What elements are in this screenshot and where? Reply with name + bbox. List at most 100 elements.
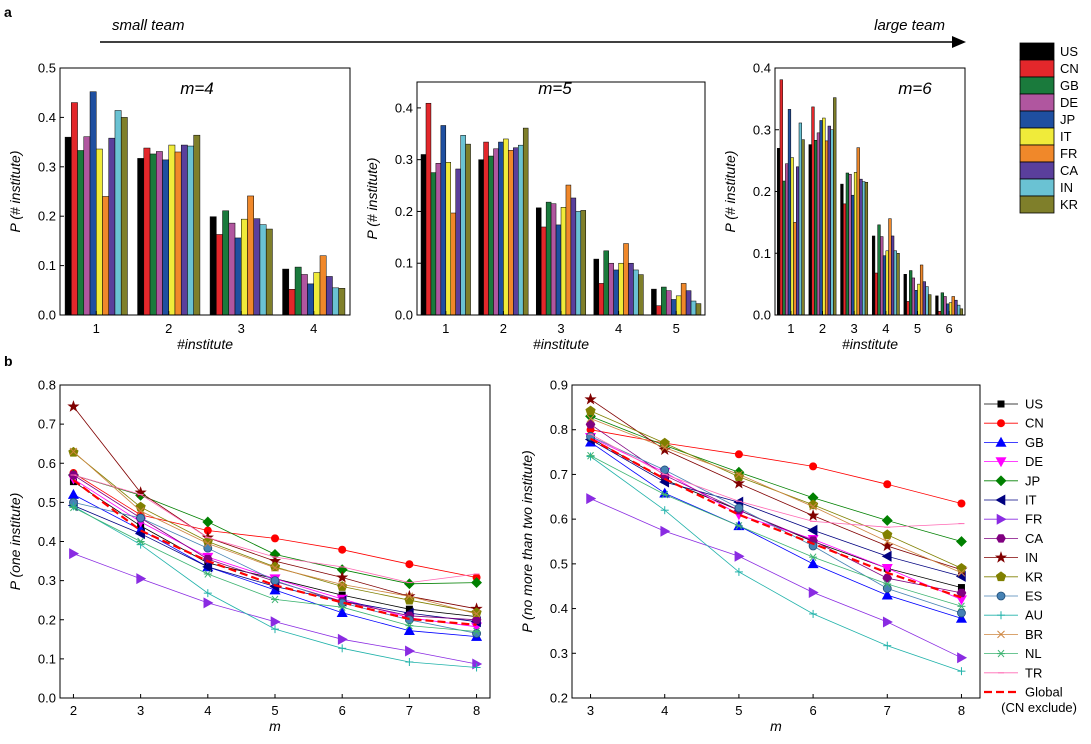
legend-marker-NL xyxy=(997,649,1005,658)
bar-legend-label-GB: GB xyxy=(1060,78,1079,93)
legend-label-ES: ES xyxy=(1025,589,1043,604)
series-line-CA xyxy=(590,423,962,594)
bar-IT-4 xyxy=(618,262,624,316)
point-BR-5-b xyxy=(735,470,743,479)
bar-US-3 xyxy=(209,216,217,316)
x-tick-label: 2 xyxy=(165,321,172,336)
bar-IT-4 xyxy=(885,250,889,316)
series-line-CN xyxy=(590,429,962,504)
point-NL-5 xyxy=(734,522,743,530)
point-AU-4 xyxy=(203,589,212,598)
bar-legend-swatch-JP xyxy=(1019,110,1055,129)
bar-KR-3 xyxy=(580,210,587,316)
bar-JP-5 xyxy=(671,299,677,316)
x-tick-label: 5 xyxy=(914,321,921,336)
point-CN-5 xyxy=(734,450,743,459)
legend-marker-GB xyxy=(995,436,1007,447)
point-BR-8-b xyxy=(472,610,481,618)
point-CN-7 xyxy=(883,480,892,489)
x-tick-label: 3 xyxy=(587,703,594,718)
bar-US-5 xyxy=(903,274,907,316)
legend-marker-DE xyxy=(995,457,1007,468)
y-tick-label: 0.4 xyxy=(395,100,413,115)
bar-CA-2 xyxy=(180,144,188,316)
x-tick-label: 5 xyxy=(735,703,742,718)
bar-FR-4 xyxy=(623,243,629,316)
point-GB-6 xyxy=(336,607,348,618)
panel-b-label: b xyxy=(4,353,13,369)
bar-CN-2 xyxy=(811,106,815,316)
bar-IN-2 xyxy=(187,145,194,316)
x-tick-label: 4 xyxy=(204,703,211,718)
y-tick-label: 0.7 xyxy=(550,467,568,482)
bar-CN-1 xyxy=(71,102,78,316)
point-ES-7 xyxy=(882,584,892,593)
point-US-7 xyxy=(405,605,413,613)
legend-label-TR: TR xyxy=(1025,665,1042,680)
y-tick-label: 0.1 xyxy=(38,651,56,666)
point-FR-5 xyxy=(734,550,745,562)
point-NL-4 xyxy=(203,570,212,578)
series-line-GB xyxy=(590,441,962,619)
point-BR-8 xyxy=(472,610,481,618)
bar-JP-3 xyxy=(851,194,855,316)
bar-CN-4 xyxy=(598,283,604,316)
point-BR-6-b xyxy=(338,580,347,589)
x-tick-label: 2 xyxy=(819,321,826,336)
point-IT-7 xyxy=(881,550,892,562)
bar-GB-1 xyxy=(77,150,85,316)
bar-DE-4 xyxy=(880,236,884,316)
x-axis-label: m xyxy=(269,718,281,734)
bar-FR-3 xyxy=(247,195,254,316)
point-GB-6 xyxy=(807,558,819,569)
legend-label-AU: AU xyxy=(1025,608,1043,623)
panel-a-label: a xyxy=(4,4,12,20)
bar-CA-3 xyxy=(859,178,863,316)
y-tick-label: 0.8 xyxy=(38,378,56,393)
point-DE-7 xyxy=(881,564,893,574)
bar-DE-3 xyxy=(228,222,236,316)
bar-FR-3 xyxy=(856,147,860,316)
legend-label-FR: FR xyxy=(1025,512,1042,527)
bar-IT-2 xyxy=(822,117,826,316)
legend-marker-AU xyxy=(997,611,1005,620)
x-tick-label: 4 xyxy=(661,703,668,718)
series-line-FR xyxy=(590,498,962,659)
point-BR-3-b xyxy=(136,507,145,515)
legend-marker-CN xyxy=(997,419,1005,428)
point-KR-3 xyxy=(585,405,596,416)
bar-FR-5 xyxy=(919,264,924,316)
bar-KR-3 xyxy=(265,228,273,316)
bar-IN-3 xyxy=(862,181,866,316)
point-NL-4-b xyxy=(661,490,669,499)
bar-CA-5 xyxy=(685,290,692,316)
y-tick-label: 0.6 xyxy=(38,456,56,471)
bar-US-1 xyxy=(420,154,427,316)
point-ES-3 xyxy=(136,513,146,523)
bar-KR-6 xyxy=(959,308,964,316)
bar-IT-3 xyxy=(560,207,567,316)
bar-DE-6 xyxy=(943,296,947,316)
bar-KR-1 xyxy=(465,143,471,316)
point-KR-4 xyxy=(659,437,670,448)
legend-label-KR: KR xyxy=(1025,569,1043,584)
bar-JP-1 xyxy=(89,91,97,316)
point-NL-4 xyxy=(660,490,669,499)
bar-IT-5 xyxy=(675,295,682,316)
x-tick-label: 3 xyxy=(137,703,144,718)
bar-legend-swatch-IN xyxy=(1019,178,1055,197)
point-NL-5 xyxy=(271,595,279,604)
point-KR-6 xyxy=(337,581,348,591)
y-tick-label: 0.2 xyxy=(753,184,771,199)
point-IT-6 xyxy=(807,524,818,536)
bar-CA-2 xyxy=(513,147,519,316)
point-NL-4-b xyxy=(204,570,212,578)
bar-CN-4 xyxy=(874,272,878,316)
line-chart-1: 0.0 0.1 0.2 0.3 0.4 0.5 0.6 0.7 0.8 2 3 4 5 6 7 8 m P (on… xyxy=(7,378,491,734)
point-FR-3 xyxy=(136,573,147,585)
point-BR-3 xyxy=(136,507,145,515)
legend-label-JP: JP xyxy=(1025,473,1040,488)
bar-legend-swatch-IT xyxy=(1019,127,1055,146)
series-line-BR xyxy=(590,418,962,574)
